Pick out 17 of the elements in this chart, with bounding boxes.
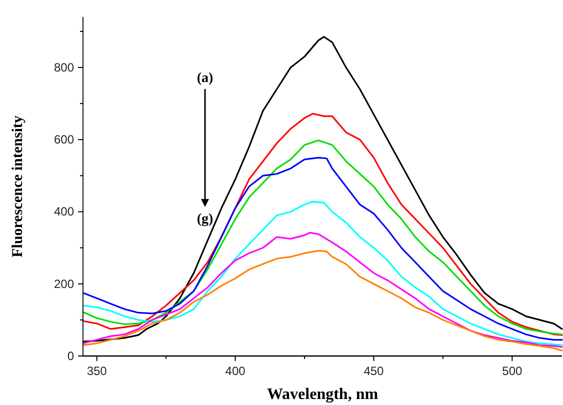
y-tick-label: 0: [67, 349, 74, 363]
line-series: [82, 250, 563, 352]
y-tick-label: 400: [54, 204, 74, 219]
x-tick-label: 400: [225, 364, 246, 378]
annotation: (a): [196, 71, 214, 86]
x-tick-label: 450: [364, 364, 384, 378]
line-series: [82, 232, 563, 348]
y-tick-label: 800: [54, 60, 74, 74]
annotation: (g): [196, 212, 214, 227]
x-tick-label: 500: [502, 364, 522, 378]
y-tick-label: 600: [54, 132, 74, 147]
y-tick-label: 200: [54, 276, 74, 291]
line-series: [82, 200, 563, 346]
y-axis-title: Fluorescence intensity: [10, 115, 26, 258]
line-series: [82, 36, 563, 342]
x-tick-label: 350: [86, 364, 108, 378]
x-axis-title: Wavelength, nm: [266, 386, 379, 403]
